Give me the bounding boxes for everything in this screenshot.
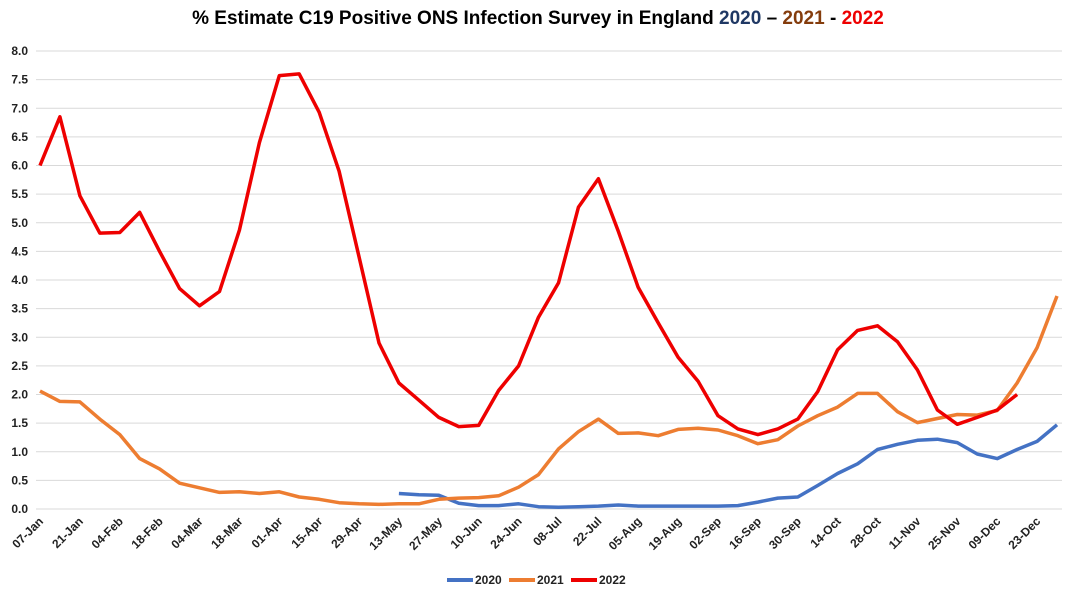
x-tick-label: 01-Apr [249,514,286,551]
x-tick-label: 11-Nov [886,514,924,552]
y-tick-label: 5.5 [11,187,28,201]
x-tick-label: 21-Jan [49,514,86,551]
chart-title: % Estimate C19 Positive ONS Infection Su… [0,8,1076,30]
series-line-2022 [38,72,1019,437]
legend-label-2020: 2020 [475,573,502,587]
title-year-2022: 2022 [841,8,884,29]
y-axis-ticks: 0.0 0.5 1.0 1.5 2.0 2.5 3.0 3.5 4.0 4.5 5.0 5.5 6.0 6… [11,44,28,516]
y-tick-label: 6.5 [11,130,28,144]
y-tick-label: 1.5 [11,416,28,430]
x-tick-label: 08-Jul [530,514,564,548]
y-tick-label: 7.0 [11,101,28,115]
chart-title-text: % Estimate C19 Positive ONS Infection Su… [192,8,714,29]
title-sep-1: – [766,8,778,29]
title-year-2021: 2021 [782,8,825,29]
x-tick-label: 09-Dec [966,514,1004,552]
y-tick-label: 4.0 [11,273,28,287]
x-tick-label: 15-Apr [289,514,326,551]
x-tick-label: 18-Feb [129,514,166,551]
series-line-2020 [398,423,1059,510]
x-tick-label: 02-Sep [686,514,724,552]
x-tick-label: 05-Aug [606,514,645,553]
x-axis-ticks: 07-Jan 21-Jan 04-Feb 18-Feb 04-Mar 18-Mar 01-A… [9,514,1043,553]
x-tick-label: 14-Oct [807,514,843,550]
legend: 2020 2021 2022 [447,573,626,587]
x-tick-label: 07-Jan [9,514,46,551]
y-tick-label: 2.0 [11,388,28,402]
y-tick-label: 8.0 [11,44,28,58]
y-tick-label: 3.5 [11,302,28,316]
legend-label-2022: 2022 [599,573,626,587]
title-year-2020: 2020 [719,8,762,29]
x-tick-label: 04-Feb [89,514,126,551]
x-tick-label: 16-Sep [726,514,764,552]
y-tick-label: 3.0 [11,330,28,344]
y-tick-label: 2.5 [11,359,28,373]
y-tick-label: 0.5 [11,473,28,487]
x-tick-label: 19-Aug [646,514,685,553]
x-tick-label: 13-May [366,514,405,553]
y-tick-label: 6.0 [11,159,28,173]
y-tick-label: 0.0 [11,502,28,516]
legend-label-2021: 2021 [537,573,564,587]
y-tick-label: 1.0 [11,445,28,459]
x-tick-label: 18-Mar [208,514,245,551]
x-tick-label: 28-Oct [847,514,883,550]
x-tick-label: 10-Jun [448,514,485,551]
x-tick-label: 23-Dec [1005,514,1043,552]
x-tick-label: 29-Apr [328,514,365,551]
y-tick-label: 5.0 [11,216,28,230]
x-tick-label: 22-Jul [570,514,604,548]
title-sep-2: - [829,8,837,29]
series-line-2021 [39,295,1059,507]
x-tick-label: 25-Nov [925,514,963,552]
gridlines [36,50,1062,510]
y-tick-label: 4.5 [11,244,28,258]
y-tick-label: 7.5 [11,73,28,87]
series-lines [38,72,1059,510]
x-tick-label: 24-Jun [487,514,524,551]
x-tick-label: 27-May [406,514,445,553]
x-tick-label: 30-Sep [766,514,804,552]
x-tick-label: 04-Mar [168,514,205,551]
